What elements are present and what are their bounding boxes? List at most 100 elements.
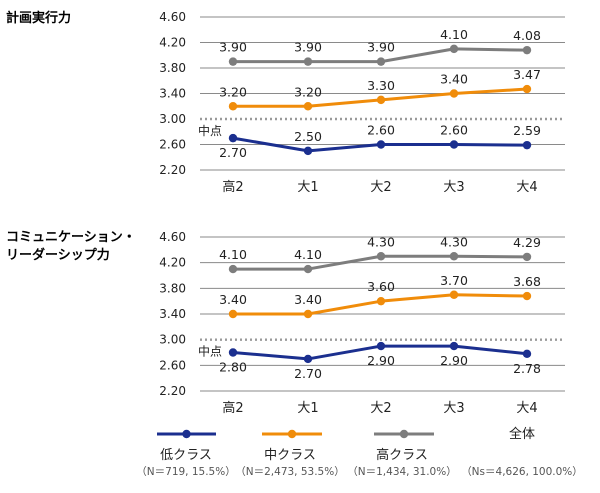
data-point-low (449, 341, 459, 351)
y-tick-label: 3.80 (159, 281, 186, 295)
data-label-mid: 3.30 (367, 78, 395, 93)
x-category-label: 大1 (297, 401, 318, 416)
x-category-label: 大1 (297, 180, 318, 195)
data-point-mid (522, 291, 532, 301)
data-point-high (228, 264, 238, 274)
data-point-mid (228, 102, 238, 111)
data-label-high: 4.30 (440, 234, 468, 249)
data-label-mid: 3.40 (294, 292, 322, 307)
x-category-label: 大4 (516, 180, 537, 195)
data-point-mid (303, 309, 313, 319)
legend-sample-all: （Ns＝4,626, 100.0%） (461, 466, 583, 478)
chart2-title-line2: リーダーシップ力 (6, 247, 110, 263)
data-point-low (376, 140, 386, 149)
data-label-high: 3.90 (294, 40, 322, 55)
legend-label-mid: 中クラス (264, 448, 316, 463)
data-point-mid (449, 290, 459, 299)
data-point-low (303, 354, 313, 364)
data-label-mid: 3.20 (294, 84, 322, 99)
data-point-low (522, 349, 532, 358)
data-point-mid (522, 84, 532, 94)
data-point-low (303, 146, 313, 156)
data-label-low: 2.90 (367, 353, 395, 368)
y-tick-label: 2.20 (159, 163, 186, 177)
data-point-mid (228, 309, 238, 319)
midpoint-label: 中点 (198, 344, 222, 359)
data-point-mid (376, 296, 386, 306)
data-point-mid (303, 102, 313, 111)
data-point-high (376, 252, 386, 261)
y-tick-label: 3.00 (159, 112, 186, 126)
data-label-mid: 3.60 (367, 279, 395, 294)
legend-swatch-marker-high (399, 429, 409, 439)
y-tick-label: 4.60 (159, 230, 186, 244)
data-label-high: 4.10 (219, 247, 247, 262)
y-tick-label: 3.40 (159, 307, 186, 321)
data-point-mid (449, 89, 459, 98)
data-label-high: 4.30 (367, 234, 395, 249)
legend-sample-high: （N＝1,434, 31.0%） (347, 466, 456, 478)
data-point-high (522, 252, 532, 262)
chart1-title: 計画実行力 (6, 10, 71, 26)
y-tick-label: 3.40 (159, 87, 186, 101)
y-tick-label: 4.60 (159, 10, 186, 24)
data-label-low: 2.70 (219, 145, 247, 160)
data-label-low: 2.59 (513, 123, 541, 138)
data-label-low: 2.70 (294, 366, 322, 381)
data-label-mid: 3.40 (440, 72, 468, 87)
legend-label-high: 高クラス (376, 447, 428, 463)
legend-sample-low: （N＝719, 15.5%） (136, 466, 235, 478)
x-category-label: 大4 (516, 401, 537, 416)
data-label-high: 4.10 (440, 27, 468, 42)
data-point-high (228, 57, 238, 66)
data-point-low (228, 133, 238, 143)
x-category-label: 大2 (370, 180, 391, 195)
data-label-mid: 3.47 (513, 67, 541, 82)
data-point-high (376, 57, 386, 66)
legend-swatch-marker-low (182, 429, 191, 439)
data-label-low: 2.78 (513, 361, 541, 376)
legend: 低クラス （N＝719, 15.5%） 中クラス （N＝2,473, 53.5%） 高ク… (136, 426, 583, 478)
data-label-low: 2.90 (440, 353, 468, 368)
data-point-high (449, 44, 459, 54)
midpoint-label: 中点 (198, 123, 222, 138)
y-tick-label: 3.00 (159, 333, 186, 347)
data-label-high: 4.10 (294, 247, 322, 262)
data-label-low: 2.80 (219, 360, 247, 375)
legend-sample-mid: （N＝2,473, 53.5%） (235, 466, 344, 478)
x-category-label: 高2 (222, 400, 243, 416)
data-label-low: 2.50 (294, 129, 322, 144)
data-point-low (449, 140, 459, 149)
chart2-title-line1: コミュニケーション・ (6, 230, 136, 245)
y-tick-label: 4.20 (159, 36, 186, 50)
y-tick-label: 2.60 (159, 358, 186, 372)
y-tick-label: 3.80 (159, 61, 186, 75)
y-tick-label: 4.20 (159, 256, 186, 270)
data-point-low (522, 140, 532, 150)
data-point-low (228, 348, 238, 357)
x-category-label: 大3 (443, 180, 464, 195)
data-point-high (303, 57, 313, 66)
data-label-high: 3.90 (219, 40, 247, 55)
legend-label-all: 全体 (509, 426, 535, 442)
data-label-low: 2.60 (440, 123, 468, 138)
data-label-mid: 3.68 (513, 274, 541, 289)
data-point-high (303, 264, 313, 274)
y-tick-label: 2.60 (159, 138, 186, 152)
data-point-high (449, 252, 459, 261)
x-category-label: 高2 (222, 179, 243, 195)
x-category-label: 大3 (443, 401, 464, 416)
data-label-high: 4.08 (513, 28, 541, 43)
data-label-mid: 3.40 (219, 292, 247, 307)
data-label-mid: 3.20 (219, 84, 247, 99)
legend-swatch-marker-mid (287, 429, 297, 439)
data-point-mid (376, 95, 386, 105)
data-label-low: 2.60 (367, 123, 395, 138)
data-label-mid: 3.70 (440, 273, 468, 288)
y-tick-label: 2.20 (159, 384, 186, 398)
data-point-low (376, 341, 386, 351)
legend-label-low: 低クラス (160, 448, 212, 463)
